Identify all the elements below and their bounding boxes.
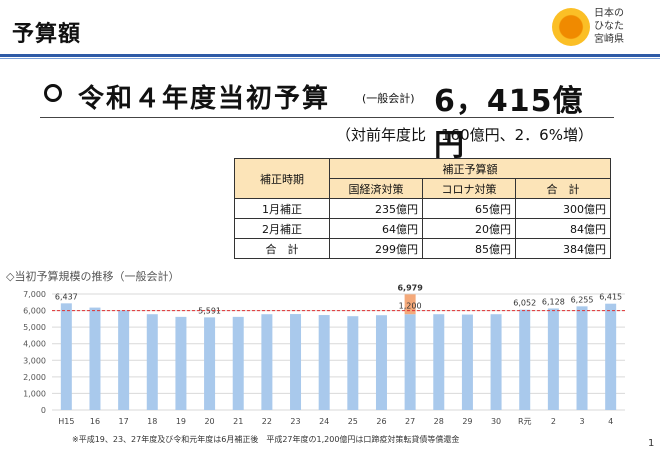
x-tick-label: H15 [58, 417, 74, 426]
data-label: 6,437 [55, 292, 78, 301]
x-tick-label: R元 [518, 417, 532, 426]
x-tick-label: 30 [491, 417, 501, 426]
logo-line-1: 日本の [594, 8, 624, 19]
bar [60, 303, 72, 410]
data-label: 6,415 [599, 293, 622, 302]
x-tick-label: 24 [319, 417, 329, 426]
table-cell: 384億円 [515, 238, 611, 259]
header: 予算額 日本の ひなた 宮崎県 [0, 0, 660, 58]
x-tick-label: 22 [262, 417, 272, 426]
head-col-1: 国経済対策 [329, 178, 423, 199]
x-tick-label: 26 [376, 417, 386, 426]
head-col-3: 合 計 [515, 178, 611, 199]
x-tick-label: 21 [233, 417, 243, 426]
miyazaki-logo: 日本の ひなた 宮崎県 [550, 6, 636, 50]
x-tick-label: 4 [608, 417, 613, 426]
y-tick-label: 2,000 [23, 373, 46, 382]
comparison-text: （対前年度比 160億円、2．6%増） [336, 126, 593, 144]
table-row: 2月補正 64億円 20億円 84億円 [234, 218, 611, 239]
bar [118, 310, 130, 410]
headline-sub: (一般会計) [362, 92, 415, 105]
data-label: 6,128 [542, 297, 565, 306]
stack-label: 1,200 [399, 301, 422, 310]
bar [146, 314, 158, 410]
data-label: 6,052 [513, 299, 536, 308]
y-tick-label: 1,000 [23, 389, 46, 398]
bar [89, 307, 101, 410]
table-cell: 65億円 [422, 198, 516, 219]
headline-underline [40, 117, 614, 118]
bar [204, 317, 216, 410]
y-tick-label: 3,000 [23, 356, 46, 365]
bar [519, 309, 531, 410]
logo-text: 日本の ひなた 宮崎県 [594, 7, 638, 46]
x-tick-label: 28 [434, 417, 444, 426]
table-cell: 20億円 [422, 218, 516, 239]
y-tick-label: 5,000 [23, 323, 46, 332]
x-tick-label: 16 [90, 417, 100, 426]
bar [433, 314, 445, 410]
row-label: 合 計 [234, 238, 330, 259]
x-tick-label: 25 [348, 417, 358, 426]
bar [461, 314, 473, 410]
table-cell: 235億円 [329, 198, 423, 219]
x-tick-label: 18 [147, 417, 157, 426]
bar [347, 316, 359, 410]
bar [547, 308, 559, 410]
table-cell: 84億円 [515, 218, 611, 239]
x-tick-label: 29 [462, 417, 472, 426]
table-cell: 85億円 [422, 238, 516, 259]
table-cell: 299億円 [329, 238, 423, 259]
x-tick-label: 27 [405, 417, 415, 426]
chart-title: ◇当初予算規模の推移（一般会計） [6, 270, 180, 283]
headline: 令和４年度当初予算 (一般会計) 6，415億円 [40, 78, 610, 163]
bar [318, 315, 330, 410]
bar [261, 314, 273, 410]
bar-stack-segment [404, 294, 416, 315]
row-label: 1月補正 [234, 198, 330, 219]
logo-line-3: 宮崎県 [594, 34, 624, 45]
bar [576, 306, 588, 410]
circle-bullet-icon [44, 84, 62, 102]
head-period: 補正時期 [234, 158, 330, 199]
x-tick-label: 17 [119, 417, 129, 426]
y-tick-label: 4,000 [23, 340, 46, 349]
budget-bar-chart: 0 1,000 2,000 3,000 4,000 5,000 6,000 7,000 6,43… [23, 283, 625, 426]
page-number: 1 [648, 438, 655, 449]
footnote: ※平成19、23、27年度及び令和元年度は6月補正後 平成27年度の1,200億… [72, 435, 460, 444]
bar [175, 316, 187, 410]
head-col-2: コロナ対策 [422, 178, 516, 199]
data-label: 6,979 [397, 283, 423, 292]
bar [490, 314, 502, 410]
x-tick-label: 20 [204, 417, 214, 426]
logo-line-2: ひなた [594, 21, 624, 32]
supplementary-budget-table: 補正時期 補正予算額 国経済対策 コロナ対策 合 計 1月補正 235億円 65… [234, 158, 611, 259]
bar [232, 316, 244, 410]
row-label: 2月補正 [234, 218, 330, 239]
y-tick-label: 0 [41, 406, 46, 415]
header-rule-thin [0, 58, 660, 59]
bar [290, 314, 302, 410]
x-tick-label: 3 [579, 417, 584, 426]
data-label: 6,255 [571, 295, 594, 304]
headline-amount: 6，415億円 [434, 84, 584, 163]
header-rule [0, 54, 660, 57]
table-row: 1月補正 235億円 65億円 300億円 [234, 198, 611, 219]
table-cell: 64億円 [329, 218, 423, 239]
y-tick-label: 6,000 [23, 307, 46, 316]
x-tick-label: 2 [551, 417, 556, 426]
page-title: 予算額 [12, 22, 82, 47]
bar [375, 315, 387, 410]
head-group: 補正予算額 [329, 158, 611, 179]
x-tick-label: 19 [176, 417, 186, 426]
table-cell: 300億円 [515, 198, 611, 219]
table-row: 合 計 299億円 85億円 384億円 [234, 238, 611, 259]
bar [404, 314, 416, 410]
x-tick-label: 23 [290, 417, 300, 426]
bar [605, 303, 617, 410]
y-tick-label: 7,000 [23, 290, 46, 299]
sun-icon [552, 8, 590, 46]
headline-label: 令和４年度当初予算 [78, 84, 331, 114]
